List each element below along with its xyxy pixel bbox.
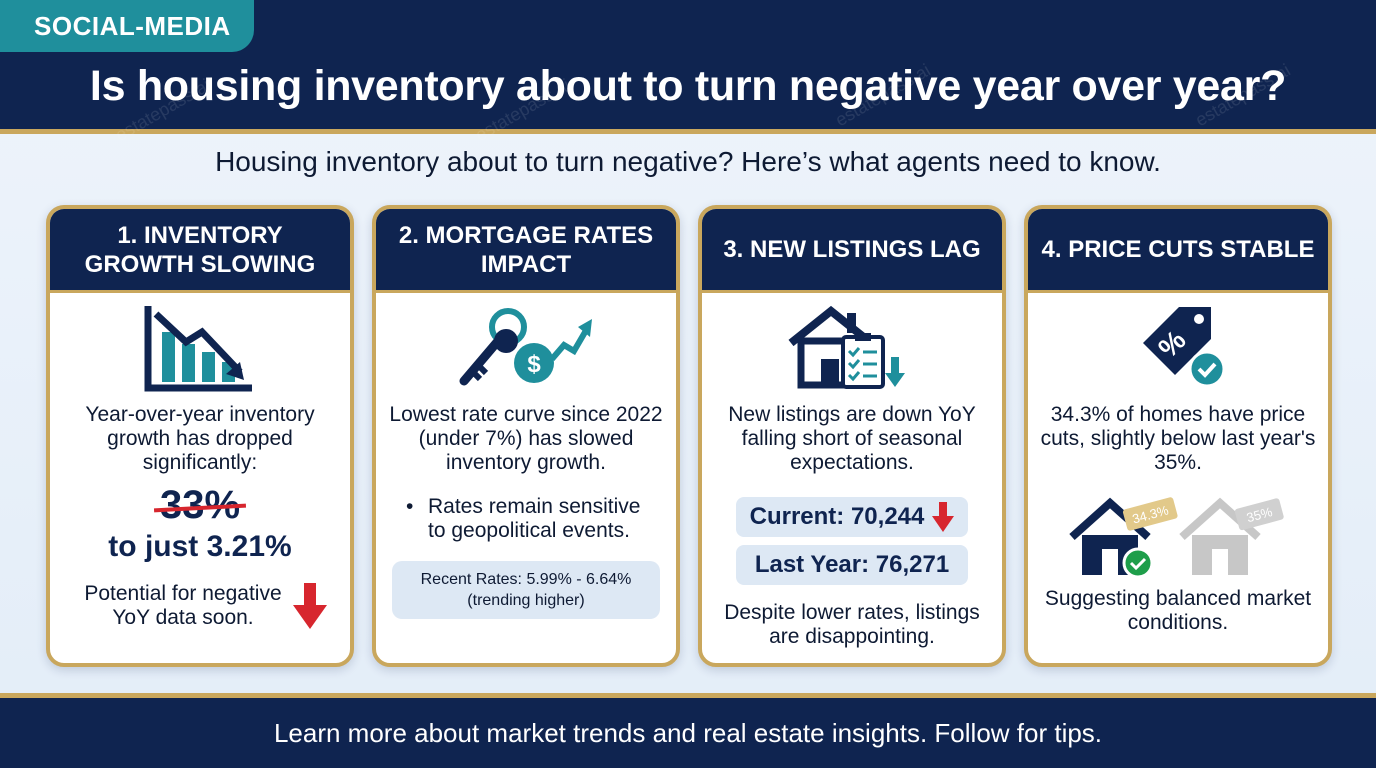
key-dollar-trend-icon: $: [459, 308, 592, 386]
card-new-listings: 3. NEW LISTINGS LAG New listings are dow…: [698, 205, 1006, 667]
last-year-listings-stat: Last Year: 76,271: [736, 545, 968, 585]
card-body: 34.3% of homes have price cuts, slightly…: [1040, 403, 1316, 474]
house-price-tag-current-icon: 34.3%: [1069, 497, 1178, 579]
svg-text:$: $: [527, 351, 541, 378]
previous-growth-value: 33%: [159, 483, 241, 527]
card-title: 3. NEW LISTINGS LAG: [702, 209, 1002, 293]
card-footer-text: Suggesting balanced market conditions.: [1044, 587, 1312, 634]
card-body: Year-over-year inventory growth has drop…: [85, 403, 315, 474]
red-down-arrow-icon: [293, 583, 327, 629]
red-down-arrow-icon: [932, 502, 955, 532]
card-body: New listings are down YoY falling short …: [728, 403, 976, 474]
card-title: 1. INVENTORY GROWTH SLOWING: [50, 209, 350, 293]
card-inventory-growth: 1. INVENTORY GROWTH SLOWING Year-over-ye…: [46, 205, 354, 667]
page-title: Is housing inventory about to turn negat…: [89, 62, 1287, 110]
house-checklist-icon: [788, 305, 905, 389]
current-growth-value: to just 3.21%: [108, 530, 292, 563]
declining-bar-chart-icon: [144, 306, 252, 392]
footer-banner: Learn more about market trends and real …: [0, 693, 1376, 768]
card-mortgage-rates: 2. MORTGAGE RATES IMPACT $ Lowest rate c…: [372, 205, 680, 667]
card-title: 2. MORTGAGE RATES IMPACT: [376, 209, 676, 293]
recent-rates-pill: Recent Rates: 5.99% - 6.64% (trending hi…: [392, 561, 660, 619]
page-subtitle: Housing inventory about to turn negative…: [215, 146, 1161, 177]
house-price-tag-last-year-icon: 35%: [1179, 497, 1284, 575]
percent-price-tag-icon: %: [1143, 307, 1226, 388]
social-media-tag: SOCIAL-MEDIA: [0, 0, 254, 52]
card-price-cuts: 4. PRICE CUTS STABLE % 34.3% of homes ha…: [1024, 205, 1332, 667]
current-listings-stat: Current: 70,244: [736, 497, 968, 537]
header-banner: SOCIAL-MEDIA estatepass.ai estatepass.ai…: [0, 0, 1376, 145]
svg-text:35%: 35%: [1245, 504, 1274, 525]
card-footer-text: Despite lower rates, listings are disapp…: [724, 601, 980, 648]
card-body: Lowest rate curve since 2022 (under 7%) …: [389, 403, 663, 474]
bullet-dot-icon: •: [406, 495, 414, 518]
bullet-item: • Rates remain sensitive to geopolitical…: [406, 495, 641, 542]
card-title: 4. PRICE CUTS STABLE: [1028, 209, 1328, 293]
card-footer-text: Potential for negative YoY data soon.: [84, 582, 282, 629]
